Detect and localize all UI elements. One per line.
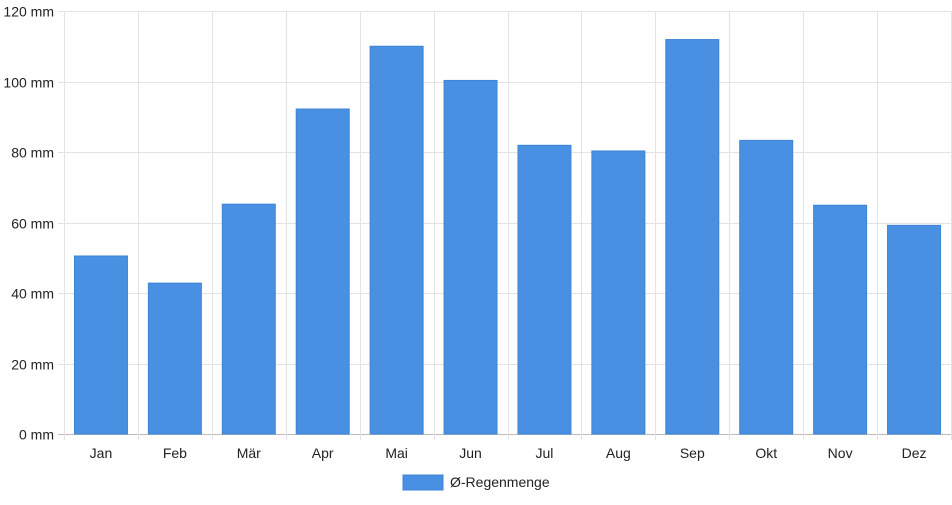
- bar[interactable]: [73, 255, 128, 435]
- bar[interactable]: [591, 150, 646, 435]
- bar[interactable]: [443, 79, 498, 435]
- legend[interactable]: Ø-Regenmenge: [402, 474, 550, 491]
- bars-layer: [73, 39, 942, 435]
- y-tick-label: 100 mm: [3, 75, 54, 91]
- bar[interactable]: [147, 282, 202, 435]
- grid-layer: [58, 11, 952, 440]
- legend-swatch[interactable]: [402, 474, 444, 491]
- x-tick-label: Okt: [755, 445, 777, 461]
- y-tick-label: 40 mm: [11, 286, 54, 302]
- bar[interactable]: [739, 139, 794, 435]
- y-tick-label: 20 mm: [11, 357, 54, 373]
- y-tick-label: 80 mm: [11, 145, 54, 161]
- bar[interactable]: [221, 203, 276, 435]
- x-tick-label: Aug: [606, 445, 631, 461]
- y-tick-label: 60 mm: [11, 216, 54, 232]
- x-tick-label: Sep: [680, 445, 705, 461]
- axis-layer: 0 mm 20 mm 40 mm 60 mm 80 mm 100 mm 120 mm Jan F…: [3, 4, 926, 462]
- x-tick-label: Mai: [385, 445, 408, 461]
- bar[interactable]: [295, 108, 350, 435]
- bar[interactable]: [665, 39, 720, 435]
- x-tick-label: Jan: [90, 445, 113, 461]
- x-tick-label: Apr: [312, 445, 334, 461]
- bar[interactable]: [887, 224, 942, 435]
- legend-label[interactable]: Ø-Regenmenge: [450, 474, 550, 490]
- bar[interactable]: [517, 144, 572, 435]
- x-tick-label: Feb: [163, 445, 187, 461]
- x-tick-label: Nov: [828, 445, 853, 461]
- y-tick-label: 120 mm: [3, 4, 54, 20]
- bar[interactable]: [813, 204, 868, 435]
- x-tick-label: Jun: [459, 445, 482, 461]
- x-tick-label: Mär: [237, 445, 261, 461]
- bar[interactable]: [369, 45, 424, 435]
- y-tick-label: 0 mm: [19, 427, 54, 443]
- x-tick-label: Dez: [902, 445, 927, 461]
- x-tick-label: Jul: [536, 445, 554, 461]
